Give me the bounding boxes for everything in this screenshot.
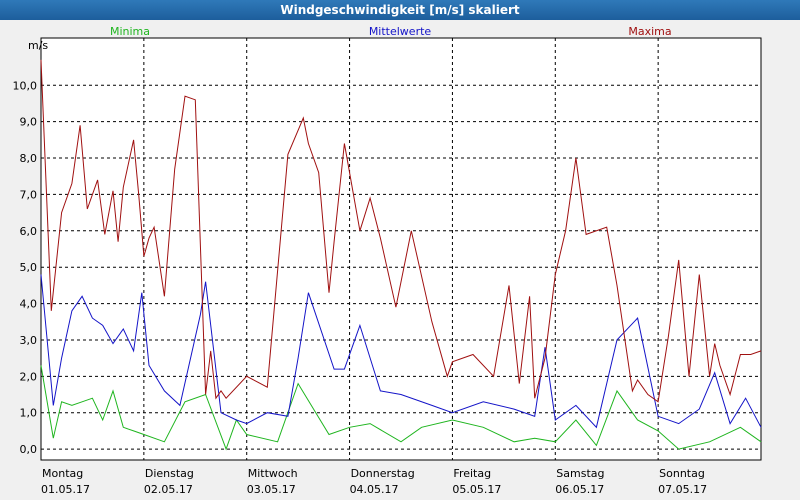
- x-date-label: 02.05.17: [144, 483, 193, 496]
- x-date-label: 01.05.17: [41, 483, 90, 496]
- window-title: Windgeschwindigkeit [m/s] skaliert: [0, 0, 800, 20]
- y-tick-label: 5,0: [20, 261, 38, 274]
- x-day-label: Samstag: [556, 467, 604, 480]
- y-tick-label: 8,0: [20, 152, 38, 165]
- series-minima-line: [40, 365, 762, 451]
- y-tick-label: 9,0: [20, 116, 38, 129]
- y-unit-label: m/s: [28, 39, 48, 52]
- y-tick-label: 3,0: [20, 334, 38, 347]
- y-tick-label: 1,0: [20, 407, 38, 420]
- y-tick-label: 4,0: [20, 298, 38, 311]
- legend-maxima: Maxima: [628, 25, 671, 38]
- y-tick-label: 10,0: [13, 79, 38, 92]
- x-day-label: Mittwoch: [248, 467, 298, 480]
- x-day-label: Freitag: [453, 467, 491, 480]
- y-tick-label: 2,0: [20, 370, 38, 383]
- x-date-label: 04.05.17: [350, 483, 399, 496]
- legend-minima: Minima: [110, 25, 150, 38]
- x-date-label: 07.05.17: [658, 483, 707, 496]
- y-tick-label: 6,0: [20, 225, 38, 238]
- y-tick-label: 7,0: [20, 188, 38, 201]
- x-day-label: Sonntag: [659, 467, 705, 480]
- x-date-label: 05.05.17: [452, 483, 501, 496]
- x-day-label: Donnerstag: [351, 467, 415, 480]
- y-tick-label: 0,0: [20, 443, 38, 456]
- x-day-label: Montag: [42, 467, 83, 480]
- x-date-label: 03.05.17: [247, 483, 296, 496]
- plot-area: [40, 37, 762, 461]
- x-day-label: Dienstag: [145, 467, 194, 480]
- series-maxima-line: [40, 59, 762, 403]
- x-date-label: 06.05.17: [555, 483, 604, 496]
- legend-mittelwerte: Mittelwerte: [369, 25, 432, 38]
